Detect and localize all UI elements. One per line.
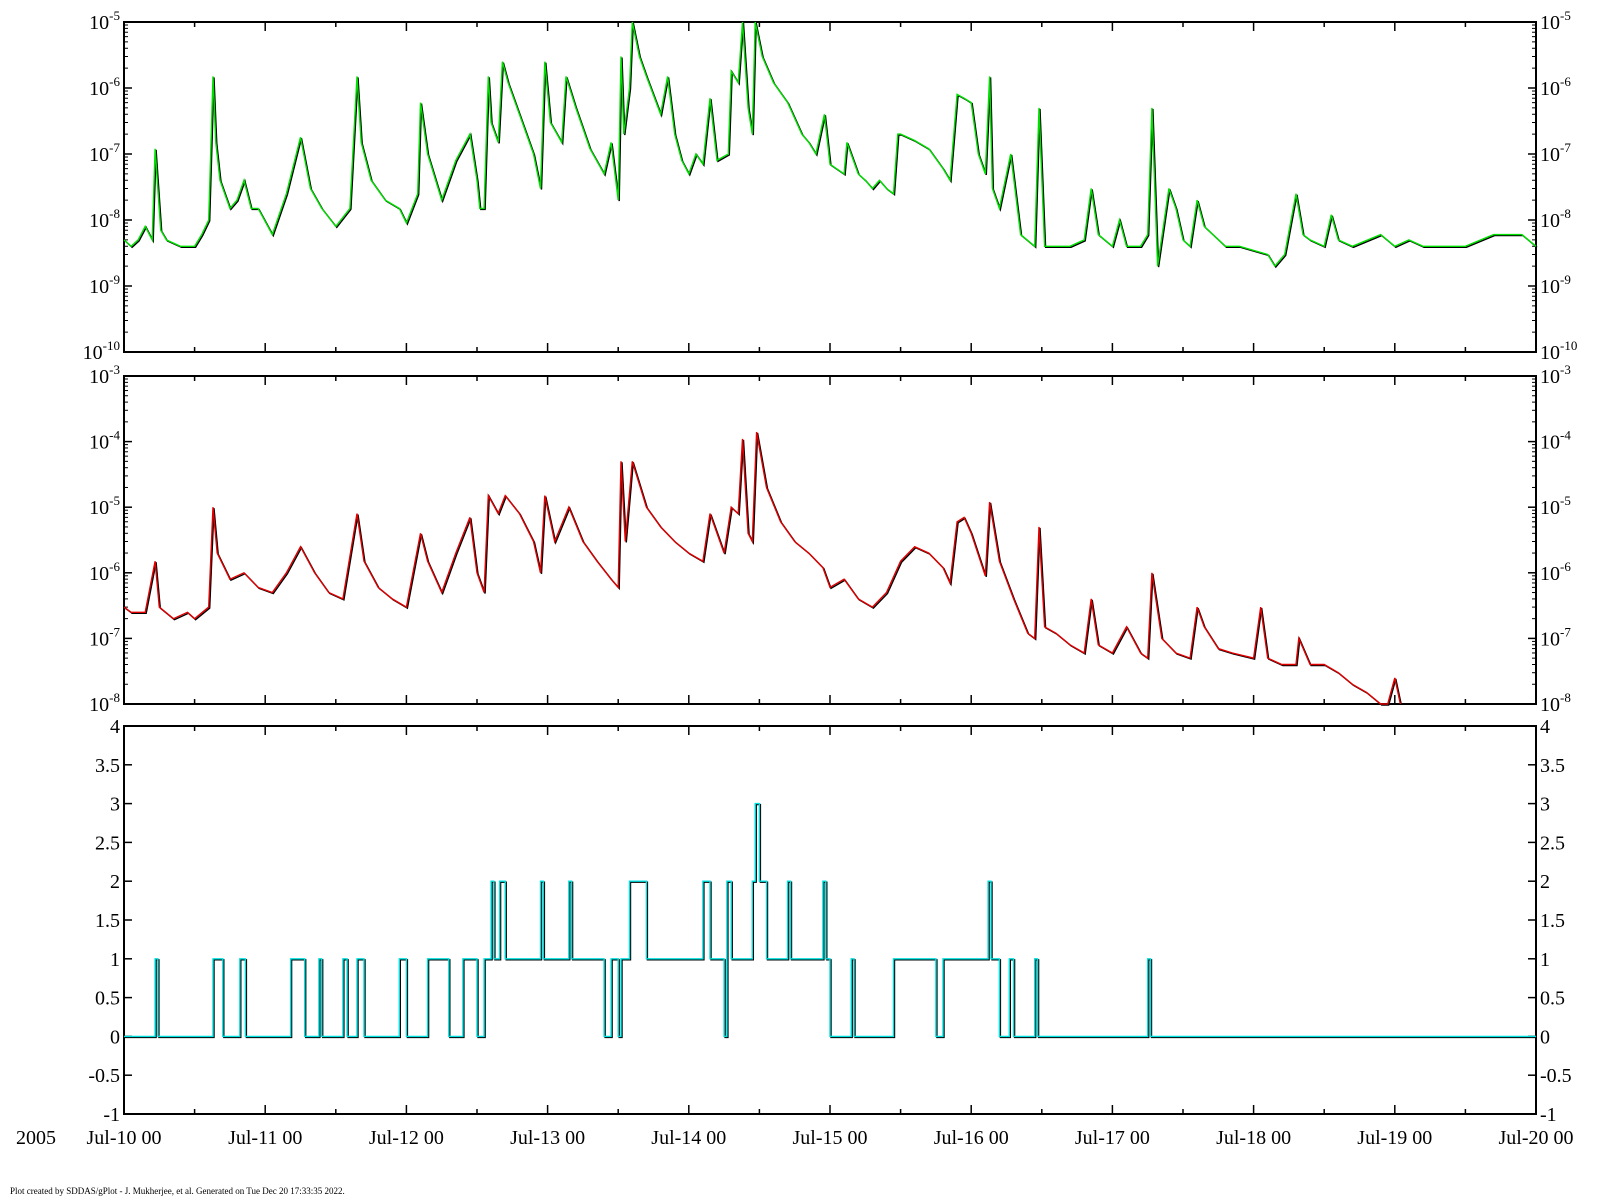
year-label: 2005 bbox=[16, 1127, 56, 1149]
y-tick-label-right: 10-6 bbox=[1540, 74, 1571, 100]
y-tick-label-right: 10-3 bbox=[1540, 362, 1571, 388]
x-tick-label: Jul-14 00 bbox=[651, 1127, 726, 1149]
x-tick-label: Jul-18 00 bbox=[1216, 1127, 1291, 1149]
y-tick-label-left: 10-8 bbox=[89, 690, 120, 716]
panel-2-series-1 bbox=[123, 431, 1402, 705]
footer-credit: Plot created by SDDAS/gPlot - J. Mukherj… bbox=[10, 1186, 345, 1196]
panel-1-series-1 bbox=[123, 21, 1537, 268]
y-tick-label-left: -1 bbox=[103, 1104, 120, 1126]
panel-1-frame bbox=[123, 21, 1537, 353]
y-tick-label-left: 10-8 bbox=[89, 206, 120, 232]
y-tick-label-left: 2 bbox=[110, 871, 120, 893]
y-tick-label-right: 4 bbox=[1540, 716, 1550, 738]
panel-1-series-shadow bbox=[124, 22, 1538, 269]
x-tick-label: Jul-12 00 bbox=[369, 1127, 444, 1149]
y-tick-label-left: 10-7 bbox=[89, 140, 120, 166]
y-tick-label-right: 1.5 bbox=[1540, 910, 1565, 932]
x-tick-label: Jul-16 00 bbox=[934, 1127, 1009, 1149]
y-tick-label-right: 2 bbox=[1540, 871, 1550, 893]
y-tick-label-right: 10-8 bbox=[1540, 206, 1571, 232]
y-tick-label-right: 10-6 bbox=[1540, 559, 1571, 585]
x-tick-label: Jul-13 00 bbox=[510, 1127, 585, 1149]
y-tick-label-left: 1 bbox=[110, 949, 120, 971]
y-tick-label-right: 3 bbox=[1540, 794, 1550, 816]
y-tick-label-right: 10-8 bbox=[1540, 690, 1571, 716]
y-tick-label-right: 0.5 bbox=[1540, 988, 1565, 1010]
y-tick-label-left: 1.5 bbox=[95, 910, 120, 932]
panel-3-frame bbox=[123, 725, 1537, 1115]
y-tick-label-left: 10-3 bbox=[89, 362, 120, 388]
panel-3-series-1 bbox=[124, 802, 1536, 1038]
y-tick-label-left: 3 bbox=[110, 794, 120, 816]
y-tick-label-left: 10-9 bbox=[89, 272, 120, 298]
y-tick-label-right: 10-5 bbox=[1540, 493, 1571, 519]
y-tick-label-right: 0 bbox=[1540, 1026, 1550, 1048]
y-tick-label-left: 2.5 bbox=[95, 832, 120, 854]
panel-3-series-shadow bbox=[125, 803, 1537, 1039]
y-tick-label-left: -0.5 bbox=[88, 1065, 120, 1087]
y-tick-label-right: 10-9 bbox=[1540, 272, 1571, 298]
y-tick-label-right: -1 bbox=[1540, 1104, 1557, 1126]
y-tick-label-left: 4 bbox=[110, 716, 120, 738]
y-tick-label-left: 10-5 bbox=[89, 493, 120, 519]
y-tick-label-left: 10-6 bbox=[89, 559, 120, 585]
y-tick-label-right: 1 bbox=[1540, 949, 1550, 971]
y-tick-label-left: 10-5 bbox=[89, 8, 120, 34]
y-tick-label-left: 0 bbox=[110, 1026, 120, 1048]
y-tick-label-right: 10-5 bbox=[1540, 8, 1571, 34]
y-tick-label-left: 3.5 bbox=[95, 755, 120, 777]
y-tick-label-right: 10-10 bbox=[1540, 338, 1577, 364]
y-tick-label-right: 10-7 bbox=[1540, 140, 1571, 166]
y-tick-label-left: 10-6 bbox=[89, 74, 120, 100]
y-tick-label-right: 2.5 bbox=[1540, 832, 1565, 854]
x-tick-label: Jul-10 00 bbox=[87, 1127, 162, 1149]
panel-2-series-shadow bbox=[124, 432, 1403, 706]
y-tick-label-left: 10-4 bbox=[89, 428, 120, 454]
y-tick-label-right: -0.5 bbox=[1540, 1065, 1572, 1087]
x-tick-label: Jul-19 00 bbox=[1357, 1127, 1432, 1149]
y-tick-label-left: 10-10 bbox=[83, 338, 120, 364]
y-tick-label-left: 10-7 bbox=[89, 624, 120, 650]
y-tick-label-right: 10-7 bbox=[1540, 624, 1571, 650]
y-tick-label-right: 10-4 bbox=[1540, 428, 1571, 454]
panel-2-frame bbox=[123, 375, 1537, 705]
x-tick-label: Jul-15 00 bbox=[793, 1127, 868, 1149]
x-tick-label: Jul-17 00 bbox=[1075, 1127, 1150, 1149]
y-tick-label-left: 0.5 bbox=[95, 988, 120, 1010]
x-tick-label: Jul-11 00 bbox=[228, 1127, 302, 1149]
y-tick-label-right: 3.5 bbox=[1540, 755, 1565, 777]
x-tick-label: Jul-20 00 bbox=[1499, 1127, 1574, 1149]
